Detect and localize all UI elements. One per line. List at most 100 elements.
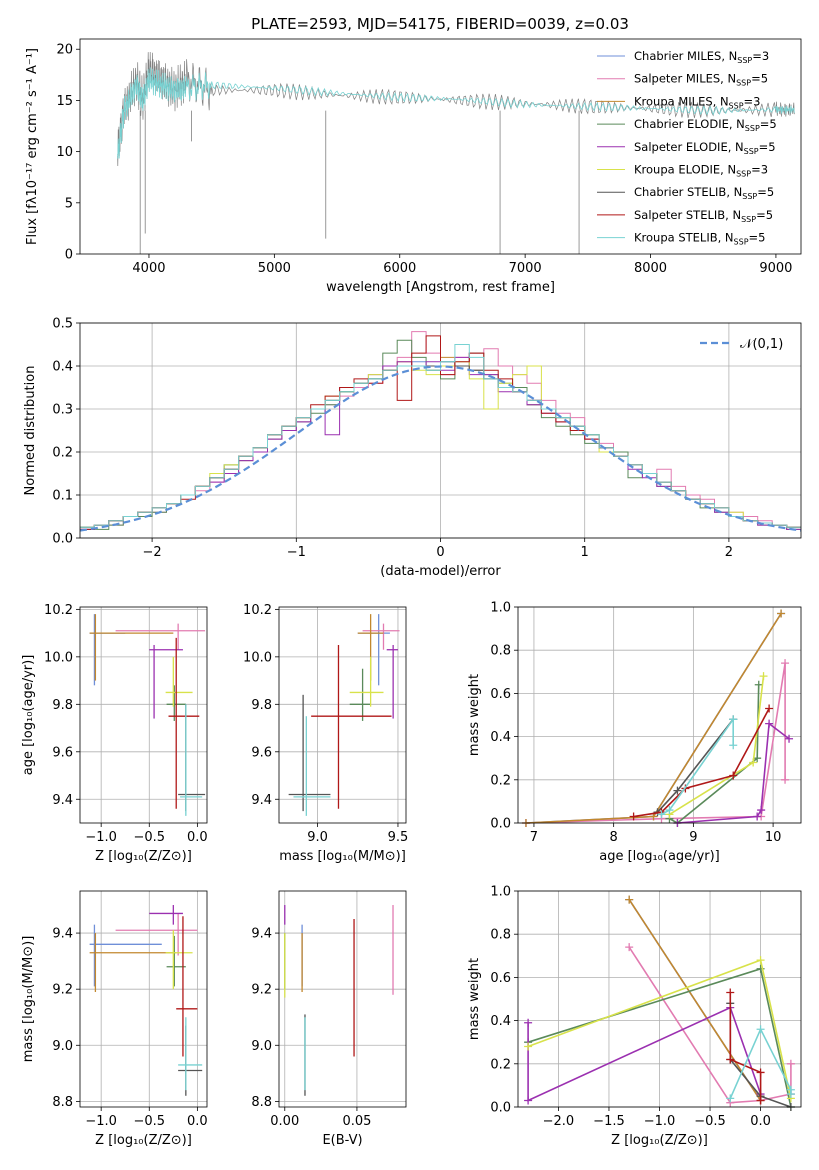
x-tick-label: 1 <box>581 545 589 560</box>
weight-line-salpeter-stelib <box>633 708 770 818</box>
weight-marker <box>524 1042 533 1051</box>
weight-marker <box>726 988 735 997</box>
plot-area <box>79 331 802 532</box>
legend-entry: Chabrier STELIB, NSSP=5 <box>597 185 774 201</box>
plot-area <box>521 609 794 827</box>
x-tick-label: 8000 <box>634 261 667 276</box>
weight-marker <box>757 806 766 815</box>
weight-marker <box>756 1096 765 1105</box>
figure-title: PLATE=2593, MJD=54175, FIBERID=0039, z=0… <box>251 15 629 33</box>
legend-entry: Kroupa ELODIE, NSSP=3 <box>597 163 768 179</box>
x-tick-label: −2.0 <box>543 1114 575 1129</box>
x-axis-label: wavelength [Angstrom, rest frame] <box>326 280 555 295</box>
x-tick-label: −0.5 <box>133 1114 165 1129</box>
gaussian-curve <box>79 365 802 532</box>
x-tick-label: 4000 <box>132 261 165 276</box>
y-tick-label: 1.0 <box>490 601 511 616</box>
y-tick-label: 0.2 <box>490 773 511 788</box>
y-tick-label: 9.4 <box>52 927 73 942</box>
panel-3: −1.0 −0.5 0.0 9.4 9.6 9.8 10.0 10.2 Z [log₁₀(Z/Z… <box>21 603 208 864</box>
x-tick-label: 5000 <box>258 261 291 276</box>
errorbar-9 <box>293 716 331 816</box>
plot-area <box>89 905 203 1096</box>
y-tick-label: 0.5 <box>52 317 73 332</box>
y-tick-label: 0.4 <box>490 1014 511 1029</box>
weight-marker <box>785 734 794 743</box>
x-axis-label: age [log₁₀(age/yr)] <box>599 849 720 864</box>
x-tick-label: −0.5 <box>694 1114 726 1129</box>
weight-marker <box>726 1055 735 1064</box>
weight-marker <box>629 812 638 821</box>
x-axis-label: E(B-V) <box>322 1133 362 1148</box>
weight-line-kroupa-miles <box>525 613 782 824</box>
y-tick-label: 0.0 <box>52 532 73 547</box>
weight-line-kroupa-stelib <box>661 716 735 816</box>
errorbar-6 <box>165 930 193 990</box>
x-tick-label: −1.5 <box>593 1114 625 1129</box>
y-tick-label: 5 <box>65 196 73 211</box>
weight-marker <box>665 806 674 815</box>
errorbar-3 <box>89 933 177 992</box>
y-tick-label: 8.8 <box>52 1095 73 1110</box>
y-tick-label: 0.0 <box>490 1101 511 1116</box>
y-axis-label: Flux [fλ10⁻¹⁷ erg cm⁻² s⁻¹ A⁻¹] <box>25 48 40 245</box>
y-tick-label: 15 <box>56 94 73 109</box>
weight-marker <box>673 786 682 795</box>
x-tick-label: 0 <box>436 545 444 560</box>
weight-marker <box>657 810 666 819</box>
axes-frame <box>79 322 802 539</box>
errorbar-9 <box>178 1017 203 1091</box>
y-tick-label: 0.8 <box>490 928 511 943</box>
y-tick-label: 0.0 <box>490 817 511 832</box>
panel-4: 9.0 9.5 9.4 9.6 9.8 10.0 10.2 mass [log₁₀(M/M⊙)… <box>243 603 408 864</box>
legend-entry: Kroupa MILES, NSSP=3 <box>597 94 760 110</box>
y-tick-label: 9.6 <box>52 745 73 760</box>
panel-5: 7 8 9 10 0.0 0.2 0.4 0.6 0.8 1.0 age [log₁₀(age/yr… <box>467 601 802 864</box>
y-tick-label: 9.0 <box>52 1039 73 1054</box>
x-tick-label: 9.5 <box>388 830 409 845</box>
errorbar-9 <box>180 704 203 816</box>
errorbar-2 <box>115 913 198 956</box>
y-tick-label: 0.6 <box>490 687 511 702</box>
weight-marker <box>781 659 790 668</box>
y-tick-label: 10.0 <box>243 650 272 665</box>
x-tick-label: 2 <box>725 545 733 560</box>
y-tick-label: 8.8 <box>251 1095 272 1110</box>
weight-line-salpeter-miles <box>525 663 786 824</box>
errorbar-6 <box>349 656 384 707</box>
weight-marker <box>756 1068 765 1077</box>
weight-marker <box>756 956 765 965</box>
y-tick-label: 0 <box>65 248 73 263</box>
y-tick-label: 9.4 <box>52 793 73 808</box>
x-tick-label: −1.0 <box>85 1114 117 1129</box>
axes-frame <box>278 606 407 824</box>
y-axis-label: mass [log₁₀(M/M⊙)] <box>21 936 36 1063</box>
panel-8: −2.0 −1.5 −1.0 −0.5 0.0 0.0 0.2 0.4 0.6 0.8 1.0 Z [… <box>467 885 802 1148</box>
errorbar-1 <box>89 924 162 987</box>
legend-label: 𝒩(0,1) <box>740 337 783 352</box>
y-tick-label: 9.0 <box>251 1039 272 1054</box>
x-axis-label: mass [log₁₀(M/M⊙)] <box>279 849 406 864</box>
weight-marker <box>759 672 768 681</box>
panel-7: 0.00 0.05 8.8 9.0 9.2 9.4 E(B-V) <box>251 890 407 1148</box>
y-tick-label: 0.2 <box>490 1057 511 1072</box>
errorbar-5 <box>149 644 183 719</box>
legend-entry: Salpeter ELODIE, NSSP=5 <box>597 140 776 156</box>
gaussian-legend: 𝒩(0,1) <box>700 337 783 352</box>
y-tick-label: 0.4 <box>52 360 73 375</box>
plot-area <box>288 614 400 816</box>
weight-marker <box>777 609 786 618</box>
plot-area <box>524 895 795 1111</box>
legend-label: Salpeter MILES, NSSP=5 <box>634 72 768 88</box>
y-axis-label: age [log₁₀(age/yr)] <box>21 655 36 776</box>
legend-label: Chabrier STELIB, NSSP=5 <box>634 185 774 201</box>
x-axis-label: Z [log₁₀(Z/Z⊙)] <box>95 1133 192 1148</box>
y-tick-label: 1.0 <box>490 885 511 900</box>
legend-entry: Salpeter STELIB, NSSP=5 <box>597 208 773 224</box>
axes-frame <box>517 890 802 1108</box>
y-tick-label: 0.3 <box>52 403 73 418</box>
weight-marker <box>786 1090 795 1099</box>
x-tick-label: 6000 <box>383 261 416 276</box>
panel-1: 4000 5000 6000 7000 8000 9000 0 5 10 15 20 waveleng… <box>25 38 802 295</box>
